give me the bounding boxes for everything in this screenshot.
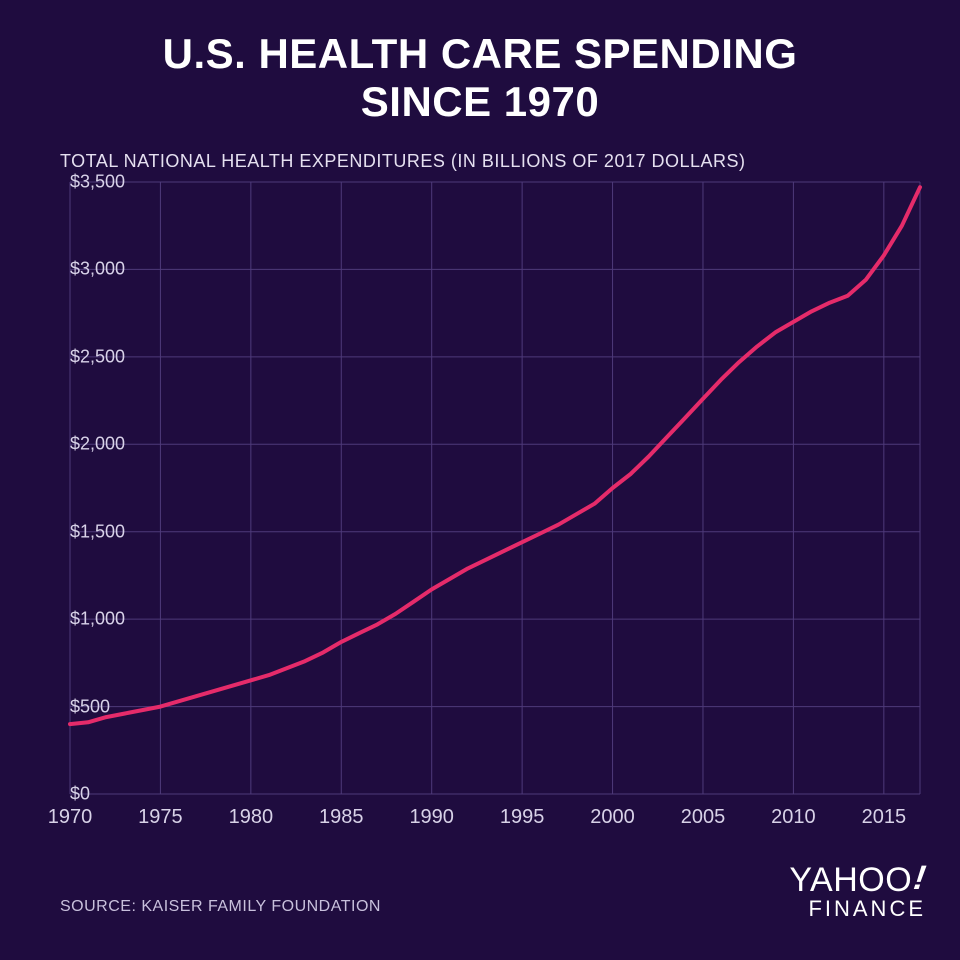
y-axis-tick-label: $500 — [70, 696, 140, 717]
y-axis-tick-label: $1,500 — [70, 521, 140, 542]
x-axis-tick-label: 1990 — [409, 806, 454, 829]
title-line2: SINCE 1970 — [361, 78, 599, 125]
line-chart-svg — [60, 178, 930, 798]
y-axis-tick-label: $3,000 — [70, 259, 140, 280]
logo-brand: YAHOO ! — [789, 861, 926, 900]
spending-line-series — [70, 187, 920, 724]
source-attribution: SOURCE: KAISER FAMILY FOUNDATION — [60, 898, 381, 916]
x-axis-tick-label: 1970 — [48, 806, 93, 829]
y-axis-tick-label: $3,500 — [70, 172, 140, 193]
y-axis-tick-label: $2,000 — [70, 434, 140, 455]
logo-bang: ! — [911, 859, 928, 898]
y-axis-tick-label: $0 — [70, 784, 140, 805]
title-line1: U.S. HEALTH CARE SPENDING — [163, 30, 798, 77]
yahoo-finance-logo: YAHOO ! FINANCE — [789, 861, 926, 922]
x-axis-tick-label: 2010 — [771, 806, 816, 829]
x-axis-tick-label: 1995 — [500, 806, 545, 829]
x-axis-tick-label: 1975 — [138, 806, 183, 829]
y-axis-tick-label: $1,000 — [70, 609, 140, 630]
x-axis-tick-label: 2000 — [590, 806, 635, 829]
x-axis-tick-label: 1980 — [229, 806, 274, 829]
x-axis-tick-label: 2015 — [862, 806, 907, 829]
chart-title: U.S. HEALTH CARE SPENDING SINCE 1970 — [0, 0, 960, 127]
chart-area: $0$500$1,000$1,500$2,000$2,500$3,000$3,5… — [60, 178, 930, 798]
logo-subbrand: FINANCE — [789, 896, 926, 922]
x-axis-tick-label: 1985 — [319, 806, 364, 829]
logo-brand-text: YAHOO — [789, 861, 912, 900]
y-axis-tick-label: $2,500 — [70, 346, 140, 367]
chart-subtitle: TOTAL NATIONAL HEALTH EXPENDITURES (IN B… — [60, 151, 960, 172]
x-axis-tick-label: 2005 — [681, 806, 726, 829]
